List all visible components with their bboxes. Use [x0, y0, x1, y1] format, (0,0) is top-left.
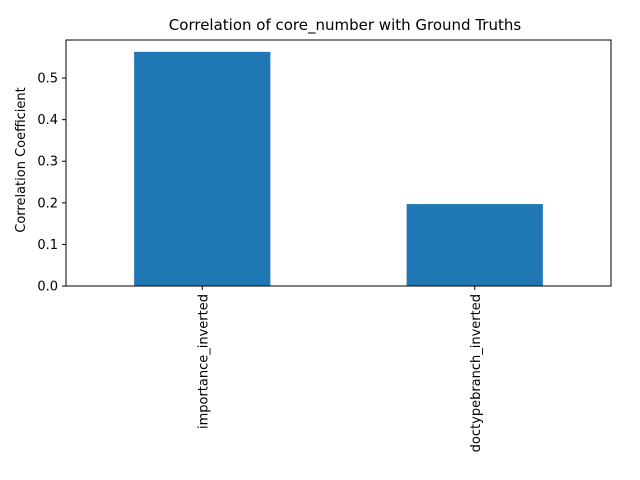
x-tick-label: doctypebranch_inverted [469, 294, 484, 452]
x-tick-label: importance_inverted [196, 294, 211, 429]
y-tick-label: 0.2 [37, 196, 58, 211]
y-tick-label: 0.1 [37, 238, 58, 253]
bars-group [134, 51, 543, 286]
y-tick-label: 0.0 [37, 280, 58, 295]
y-axis-label: Correlation Coefficient [14, 87, 29, 233]
bar-doctypebranch_inverted [406, 204, 543, 286]
chart-title: Correlation of core_number with Ground T… [169, 16, 522, 35]
x-axis: importance_inverted doctypebranch_inverte… [196, 286, 484, 452]
plot-frame [65, 39, 612, 287]
y-axis: 0.0 0.1 0.2 0.3 0.4 0.5 [37, 72, 66, 295]
y-tick-label: 0.5 [37, 72, 58, 87]
y-tick-label: 0.3 [37, 155, 58, 170]
bar-importance_inverted [134, 51, 271, 286]
y-tick-label: 0.4 [37, 113, 58, 128]
